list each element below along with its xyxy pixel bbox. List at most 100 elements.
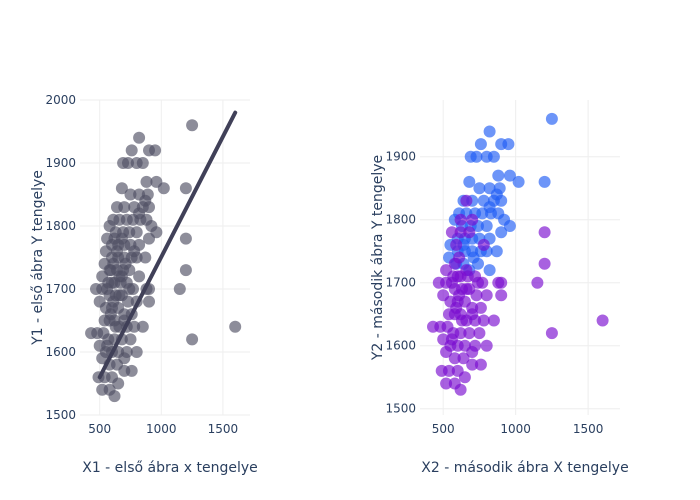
plot-2-series-1-point-65 xyxy=(450,301,463,314)
plot-1-series-0-point-126 xyxy=(101,339,114,352)
plot-2-series-1-point-1 xyxy=(445,226,458,239)
plot-1-y-tick-label: 1800 xyxy=(45,219,76,233)
plot-1-series-0-point-86 xyxy=(128,320,141,333)
plot-2-series-1-point-50 xyxy=(466,358,479,371)
plot-1-series-0-point-114 xyxy=(108,390,121,403)
plot-1-series-0-point-87 xyxy=(136,320,149,333)
plot-2-series-1-point-76 xyxy=(460,194,473,207)
plot-2-series-1-point-49 xyxy=(457,352,470,365)
plot-1-series-0-point-22 xyxy=(143,201,155,214)
plot-1-series-0-point-124 xyxy=(104,308,117,321)
plot-1-series-0-point-96 xyxy=(186,333,199,346)
plot-1-series-0-point-58 xyxy=(179,264,192,277)
plot-1-y-tick-label: 1500 xyxy=(45,408,76,422)
plot-2-series-1-point-79 xyxy=(450,238,463,251)
plot-2-series-1-point-48 xyxy=(448,352,461,365)
plot-2-series-0-point-10 xyxy=(503,169,516,182)
plot-2-series-1-point-67 xyxy=(445,333,458,346)
plot-2-series-1-point-53 xyxy=(443,364,455,377)
plot-1-series-0-point-19 xyxy=(118,201,131,214)
plot-2-series-1-point-69 xyxy=(472,276,484,289)
plot-1-x-tick-label: 1500 xyxy=(208,422,239,436)
plot-1-series-0-point-129 xyxy=(128,245,141,258)
plot-1-series-0-point-125 xyxy=(109,320,122,333)
plot-2-series-1-point-58 xyxy=(454,383,467,396)
plot-1-series-0-point-123 xyxy=(115,270,128,283)
plot-2-series-1-point-63 xyxy=(460,264,473,277)
plot-1-series-0-point-107 xyxy=(125,364,138,377)
plot-1-series-0-point-0 xyxy=(186,119,199,132)
plot-1-series-0-point-51 xyxy=(139,251,152,264)
plot-2-x-axis-title: X2 - második ábra X tengelye xyxy=(421,460,628,476)
plot-1-series-0-point-122 xyxy=(111,245,123,258)
plot-2-x-tick-label: 1500 xyxy=(573,422,604,436)
plot-1-y-axis-title: Y1 - első ábra Y tengelye xyxy=(30,170,46,346)
plot-2-series-1-point-31 xyxy=(487,314,500,327)
plot-2-y-tick-label: 1800 xyxy=(385,213,416,227)
plot-2-series-0-point-36 xyxy=(503,220,516,232)
plot-1-series-0-point-44 xyxy=(143,232,155,245)
plot-1-series-0-point-121 xyxy=(106,276,118,289)
plot-1-series-0-point-11 xyxy=(157,182,170,195)
plot-1-series-0-point-5 xyxy=(136,157,149,169)
plot-1-series-0-point-8 xyxy=(125,144,138,157)
plot-2-series-1-point-17 xyxy=(480,289,493,302)
plot-2-series-1-point-24 xyxy=(474,301,487,314)
plot-1-series-0-point-3 xyxy=(122,157,134,169)
plot-2-y-tick-label: 1700 xyxy=(385,276,416,290)
plot-2-series-1-point-74 xyxy=(448,257,461,270)
plot-1-series-0-point-95 xyxy=(124,333,137,346)
plot-1-series-0-point-133 xyxy=(103,264,116,277)
plot-1: 500 1000 1500 1500 1600 1700 1800 1900 2000 X1 - … xyxy=(30,93,258,476)
plot-2-series-0-point-0 xyxy=(545,112,558,125)
plot-2-series-0-point-14 xyxy=(473,182,486,195)
plot-2-x-tick-label: 500 xyxy=(432,422,455,436)
plot-2-series-1-point-18 xyxy=(495,289,508,302)
plot-1-series-0-point-12 xyxy=(179,182,192,195)
plot-2-series-1-point-77 xyxy=(466,213,479,226)
plot-2-series-0-point-7 xyxy=(502,138,515,151)
plot-1-series-0-point-14 xyxy=(124,188,137,201)
plot-1-series-0-point-37 xyxy=(179,232,192,245)
plot-1-series-0-point-115 xyxy=(118,352,131,365)
plot-2-series-1-point-72 xyxy=(460,283,473,295)
plot-2-series-1-point-64 xyxy=(451,270,464,283)
plot-2-series-1-point-59 xyxy=(466,346,479,358)
plot-2-series-1-point-46 xyxy=(480,339,493,352)
plot-2-y-tick-label: 1500 xyxy=(385,402,416,416)
plot-2-series-0-point-49 xyxy=(490,245,503,258)
plot-1-y-tick-label: 1600 xyxy=(45,345,76,359)
plot-2-series-1-point-47 xyxy=(440,346,453,358)
plot-2: 500 1000 1500 1500 1600 1700 1800 1900 X2 - máso… xyxy=(370,100,629,476)
plot-2-series-0-point-8 xyxy=(474,138,487,151)
plot-1-series-0-point-134 xyxy=(108,232,121,245)
plot-2-series-1-point-78 xyxy=(454,213,467,226)
plot-1-x-tick-label: 1000 xyxy=(146,422,177,436)
plot-2-series-1-point-32 xyxy=(596,314,609,327)
plot-1-y-tick-label: 2000 xyxy=(45,93,76,107)
plot-2-series-0-point-42 xyxy=(495,226,508,239)
plot-1-series-0-point-88 xyxy=(229,320,242,333)
plot-1-series-0-point-74 xyxy=(143,295,155,308)
plot-2-series-0-point-12 xyxy=(538,175,551,188)
plot-2-series-0-point-1 xyxy=(483,125,496,138)
plot-2-series-1-point-68 xyxy=(463,226,476,239)
plot-1-series-0-point-1 xyxy=(133,131,146,144)
plot-2-series-0-point-3 xyxy=(470,150,483,163)
plot-2-series-1-point-10 xyxy=(531,276,544,289)
plot-1-x-axis-title: X1 - első ábra x tengelye xyxy=(82,460,258,476)
plot-2-series-1-point-56 xyxy=(440,377,453,390)
plot-1-series-0-point-120 xyxy=(119,257,132,270)
plot-2-series-0-point-27 xyxy=(476,207,489,220)
plot-1-y-tick-label: 1900 xyxy=(45,156,76,170)
plot-2-series-0-point-35 xyxy=(480,220,493,232)
plot-1-series-0-point-102 xyxy=(130,346,143,358)
plot-2-series-1-point-2 xyxy=(538,257,551,270)
plot-1-series-0-point-128 xyxy=(123,283,136,295)
plot-2-series-0-point-22 xyxy=(495,194,508,207)
plot-2-series-1-point-55 xyxy=(458,371,471,384)
plot-2-series-1-point-38 xyxy=(463,327,476,340)
plot-1-series-0-point-57 xyxy=(133,270,146,283)
